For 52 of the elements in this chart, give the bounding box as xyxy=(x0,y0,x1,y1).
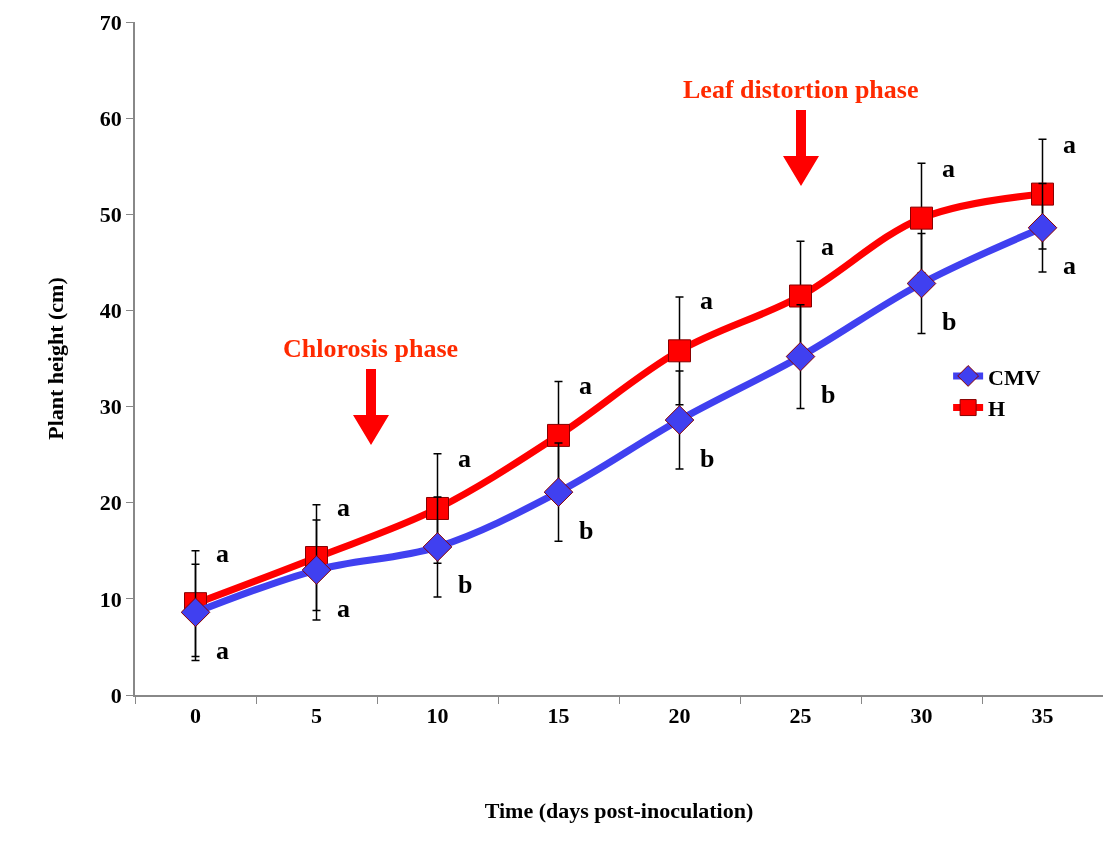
annotation: a xyxy=(337,594,350,623)
annotation: a xyxy=(337,493,350,522)
point xyxy=(668,339,691,363)
x-tick-label: 10 xyxy=(426,703,449,729)
annotation: b xyxy=(458,570,473,599)
annotation: b xyxy=(821,380,836,409)
y-tick-label: 40 xyxy=(99,298,122,324)
x-tick-label: 20 xyxy=(668,703,691,729)
annotation: Chlorosis phase xyxy=(283,334,459,363)
point xyxy=(180,597,211,628)
annotation: b xyxy=(700,444,715,473)
x-tick-label: 35 xyxy=(1031,703,1054,729)
x-tick-label: 5 xyxy=(311,703,322,729)
y-axis-title: Plant height (cm) xyxy=(43,277,69,440)
point xyxy=(547,423,570,447)
point xyxy=(301,555,332,585)
x-tick-label: 0 xyxy=(190,703,201,729)
y-tick-label: 20 xyxy=(99,490,122,516)
point xyxy=(664,405,695,435)
point xyxy=(1031,182,1054,206)
point xyxy=(543,477,574,507)
point xyxy=(422,532,453,562)
annotation: a xyxy=(216,539,229,568)
point xyxy=(1027,212,1058,243)
point xyxy=(785,341,816,372)
annotation: a xyxy=(1063,130,1076,159)
y-tick-label: 10 xyxy=(99,586,122,612)
annotation: a xyxy=(579,371,592,400)
point xyxy=(426,496,449,520)
x-tick-label: 15 xyxy=(547,703,570,729)
point xyxy=(910,206,933,230)
annotation: a xyxy=(216,636,229,665)
annotation: Leaf distortion phase xyxy=(683,75,919,104)
annotation: a xyxy=(821,232,834,261)
y-tick-label: 30 xyxy=(99,394,122,420)
y-tick-label: 0 xyxy=(110,682,122,708)
annotation: a xyxy=(942,154,955,183)
y-tick-label: 70 xyxy=(99,9,122,35)
x-tick-label: 25 xyxy=(789,703,812,729)
annotation: a xyxy=(1063,251,1076,280)
point xyxy=(906,268,937,299)
annotation: b xyxy=(579,516,594,545)
annotation: b xyxy=(942,307,957,336)
legend-label: CMV xyxy=(988,364,1041,390)
y-tick-label: 60 xyxy=(99,105,122,131)
y-tick-label: 50 xyxy=(99,201,122,227)
annotation: a xyxy=(458,444,471,473)
x-tick-label: 30 xyxy=(910,703,933,729)
x-axis-title: Time (days post-inoculation) xyxy=(484,797,754,823)
annotation: a xyxy=(700,286,713,315)
legend-label: H xyxy=(988,396,1006,422)
point xyxy=(789,284,812,308)
